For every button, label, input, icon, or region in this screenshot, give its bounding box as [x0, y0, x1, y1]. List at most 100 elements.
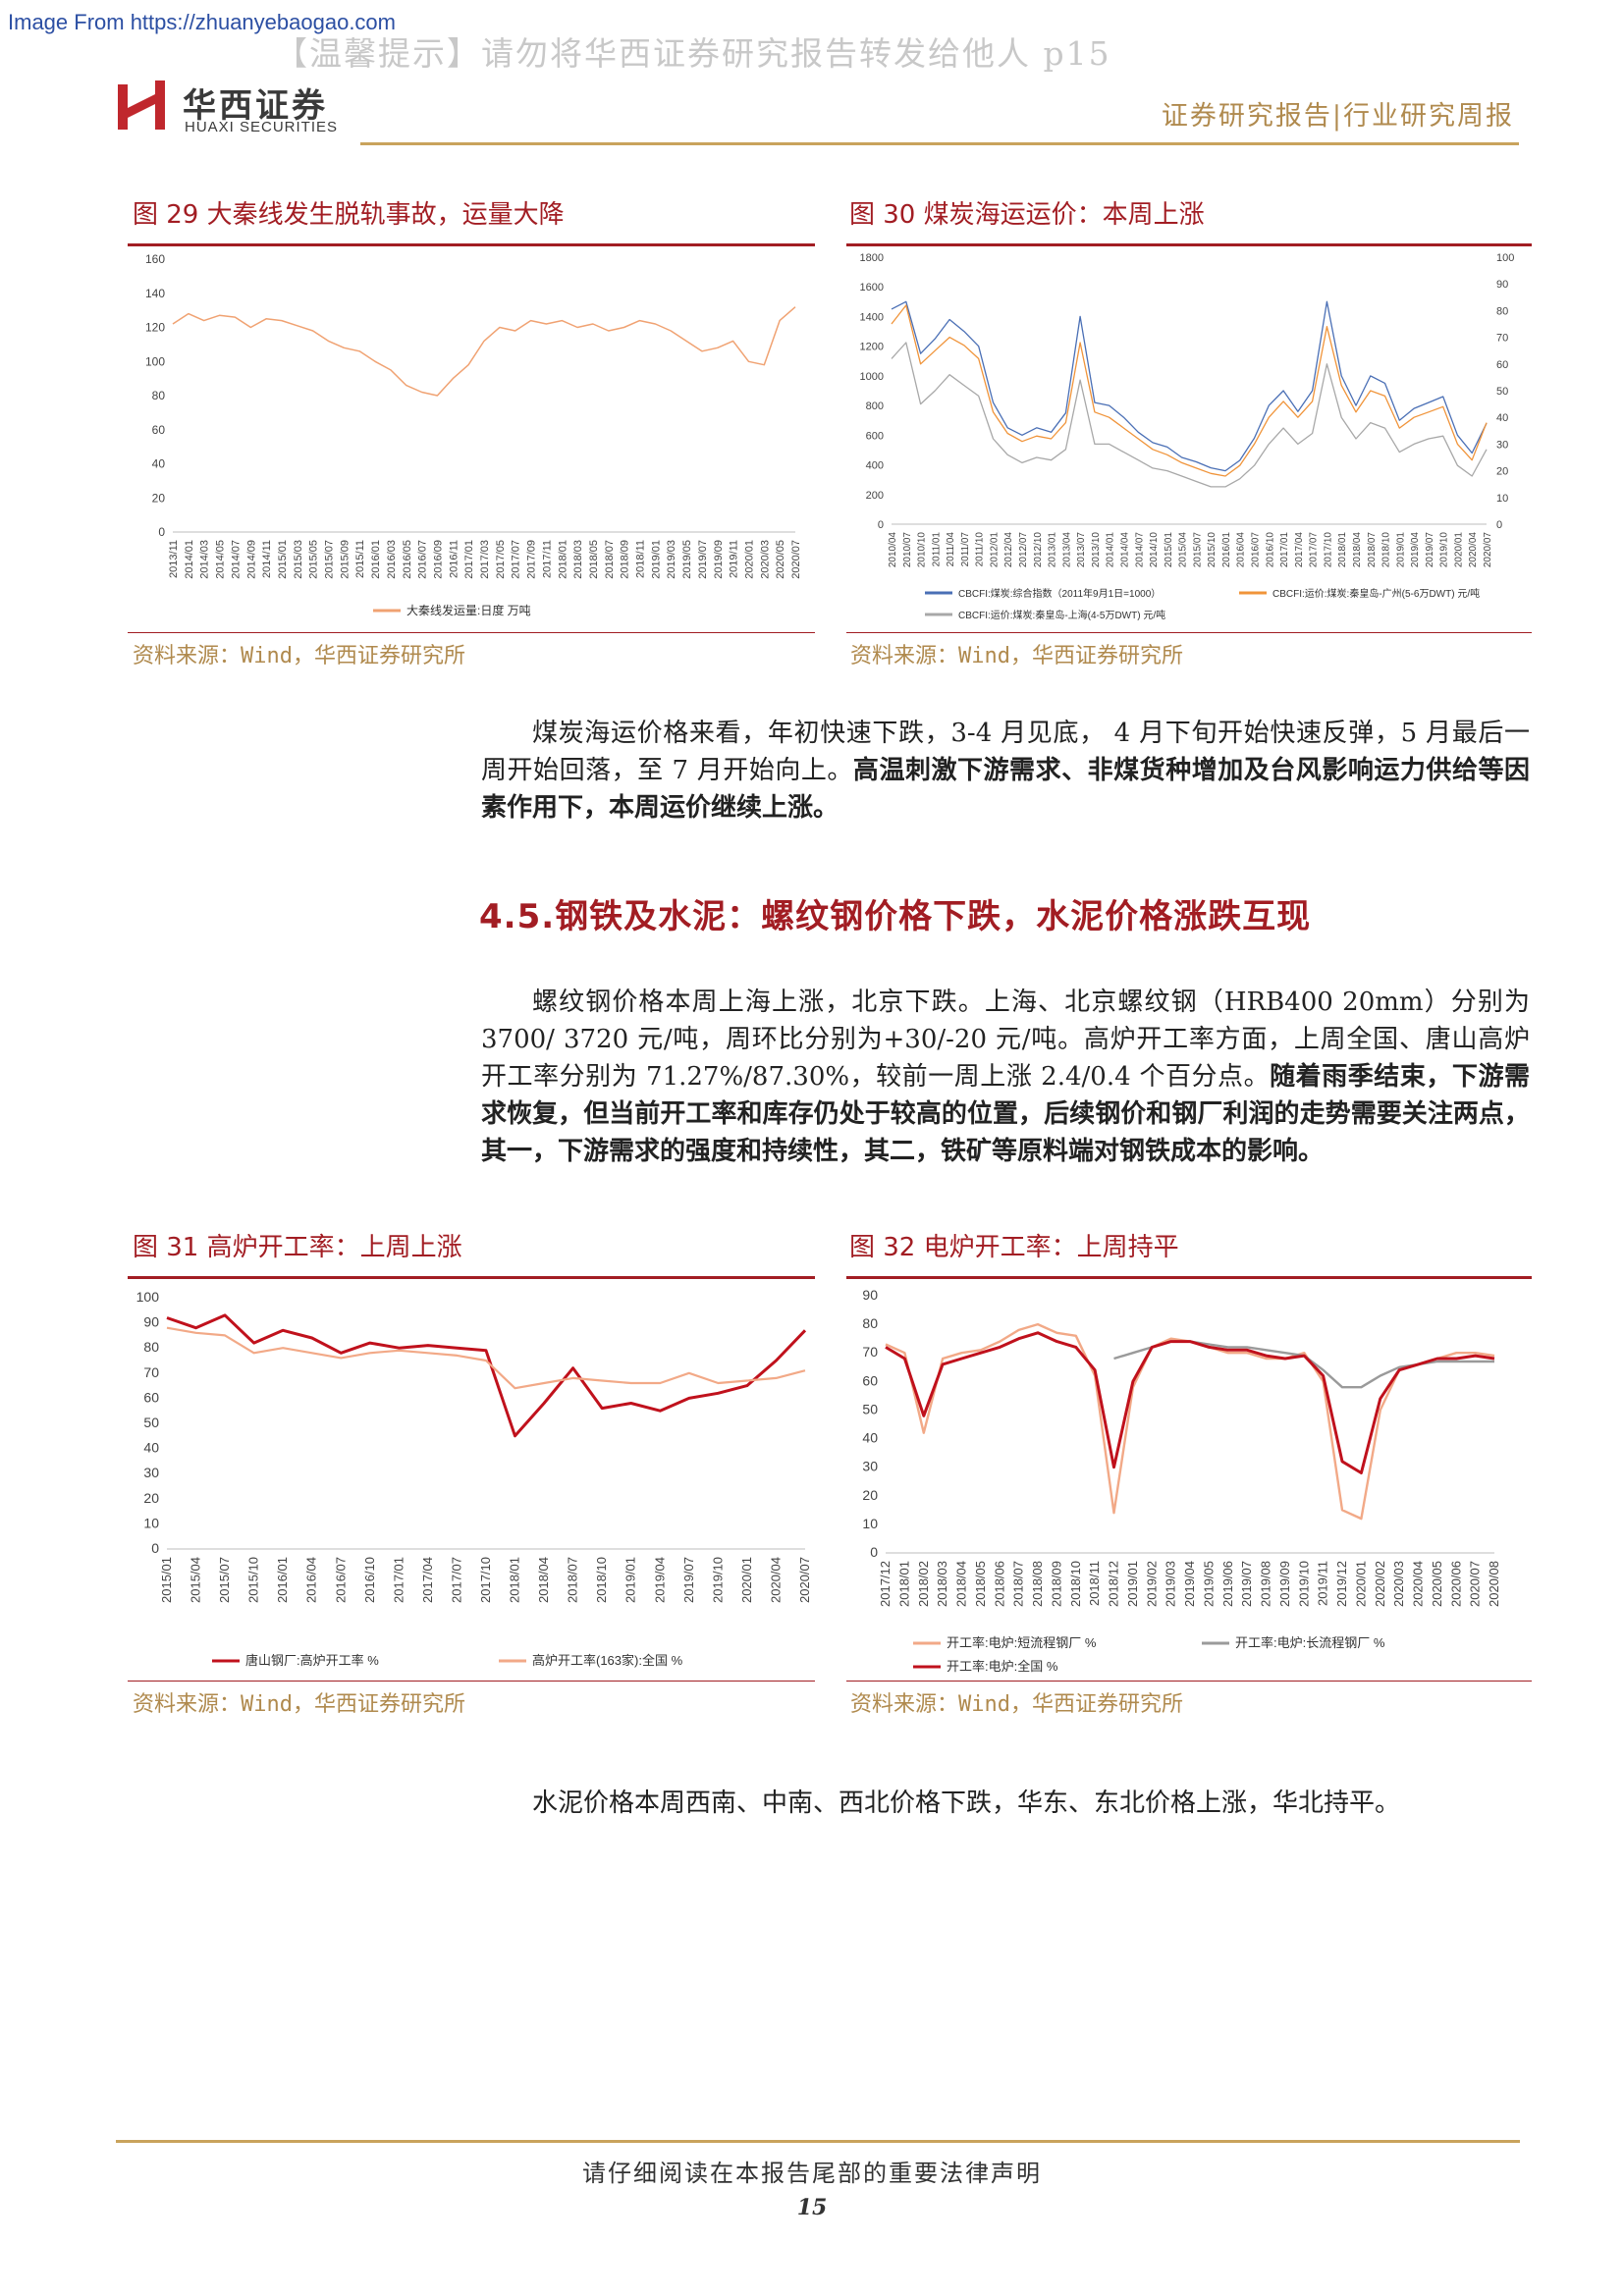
x-tick-label: 2019/05	[1201, 1561, 1216, 1607]
logo-cn: 华西证券	[183, 86, 328, 126]
y2-tick-label: 10	[1496, 493, 1508, 505]
figure-29-bottom-rule	[128, 632, 815, 633]
x-tick-label: 2020/03	[1391, 1561, 1406, 1607]
paragraph-cement: 水泥价格本周西南、中南、西北价格下跌，华东、东北价格上涨，华北持平。	[532, 1789, 1401, 1818]
x-tick-label: 2016/01	[275, 1557, 290, 1603]
paragraph-steel-text: 螺纹钢价格本周上海上涨，北京下跌。上海、北京螺纹钢（HRB400 20mm）分别…	[481, 988, 1530, 1092]
x-tick-label: 2017/07	[1309, 532, 1320, 568]
y-tick-label: 60	[152, 423, 166, 437]
x-tick-label: 2017/01	[463, 540, 475, 579]
report-type: 证券研究报告|行业研究周报	[1161, 101, 1514, 132]
x-tick-label: 2017/01	[391, 1557, 406, 1603]
x-tick-label: 2014/01	[1106, 532, 1116, 568]
y-tick-label: 60	[143, 1389, 159, 1405]
x-tick-label: 2017/09	[526, 540, 538, 579]
y-tick-label: 90	[862, 1287, 878, 1303]
x-tick-label: 2019/12	[1334, 1561, 1349, 1607]
x-tick-label: 2018/01	[557, 540, 568, 579]
x-tick-label: 2020/02	[1373, 1561, 1387, 1607]
y2-tick-label: 40	[1496, 412, 1508, 424]
x-tick-label: 2011/04	[946, 532, 956, 567]
figure-31-source: 资料来源：Wind，华西证券研究所	[133, 1692, 465, 1717]
x-tick-label: 2018/11	[1087, 1561, 1102, 1606]
legend-label: 开工率:电炉:长流程钢厂 %	[1235, 1635, 1385, 1650]
y-tick-label: 50	[862, 1401, 878, 1416]
x-tick-label: 2016/03	[386, 540, 398, 579]
figure-31-bottom-rule	[128, 1681, 815, 1682]
figure-30-bottom-rule	[846, 632, 1532, 633]
x-tick-label: 2013/01	[1048, 532, 1058, 568]
series-line	[166, 1313, 807, 1438]
x-tick-label: 2016/04	[304, 1557, 319, 1603]
figure-32-chart: 0 10 20 30 40 50 60 70 80 90 2017/12 2018/01 2018/02…	[846, 1280, 1532, 1679]
y-tick-label: 200	[866, 490, 884, 502]
x-tick-label: 2016/01	[370, 540, 382, 579]
x-tick-label: 2017/03	[479, 540, 491, 579]
paragraph-steel-highlight: 随着雨季结束，下游需求恢复，但当前开工率和库存仍处于较高的位置，后续钢价和钢厂利…	[481, 1062, 1530, 1166]
x-tick-label: 2015/05	[308, 540, 320, 579]
x-tick-label: 2010/07	[902, 532, 913, 568]
y-tick-label: 80	[862, 1315, 878, 1331]
figure-30-source: 资料来源：Wind，华西证券研究所	[850, 644, 1183, 668]
y-tick-label: 1600	[860, 282, 884, 294]
x-tick-label: 2019/07	[697, 540, 709, 579]
paragraph-coal-freight-text: 煤炭海运价格来看，年初快速下跌，3-4 月见底， 4 月下旬开始快速反弹，5 月…	[481, 719, 1530, 785]
figure-31-chart: 0 10 20 30 40 50 60 70 80 90 100 2015/01 2015/04 2015…	[128, 1280, 815, 1679]
x-tick-label: 2014/07	[230, 540, 242, 579]
x-tick-label: 2018/05	[973, 1561, 988, 1607]
x-tick-label: 2014/01	[184, 540, 195, 579]
x-tick-label: 2018/03	[572, 540, 584, 579]
x-tick-label: 2017/04	[420, 1557, 435, 1603]
section-title-4-5: 4.5.钢铁及水泥：螺纹钢价格下跌，水泥价格涨跌互现	[479, 897, 1312, 936]
x-tick-label: 2019/10	[710, 1557, 725, 1603]
x-tick-label: 2020/01	[739, 1557, 754, 1603]
x-tick-label: 2016/09	[432, 540, 444, 579]
x-tick-label: 2013/04	[1061, 532, 1072, 568]
y2-tick-label: 60	[1496, 359, 1508, 371]
x-tick-label: 2018/09	[1049, 1561, 1063, 1607]
paragraph-steel: 螺纹钢价格本周上海上涨，北京下跌。上海、北京螺纹钢（HRB400 20mm）分别…	[481, 984, 1530, 1170]
x-tick-label: 2016/07	[333, 1557, 348, 1603]
x-tick-label: 2018/11	[635, 540, 647, 578]
x-tick-label: 2018/01	[508, 1557, 522, 1603]
x-tick-label: 2012/01	[989, 532, 1000, 568]
x-tick-label: 2020/01	[1453, 532, 1464, 568]
legend-label: 开工率:电炉:全国 %	[947, 1659, 1058, 1674]
y-tick-label: 100	[136, 1289, 160, 1305]
figure-30-chart: 0 200 400 600 800 1000 1200 1400 1600 1800 0 10 20 30…	[846, 247, 1532, 628]
x-tick-label: 2019/11	[1316, 1561, 1330, 1606]
x-tick-label: 2016/07	[1251, 532, 1262, 568]
y-tick-label: 60	[862, 1372, 878, 1388]
series-line	[891, 304, 1488, 477]
x-tick-label: 2019/05	[681, 540, 693, 579]
y-tick-label: 0	[878, 519, 884, 531]
x-tick-label: 2012/07	[1018, 532, 1029, 568]
figure-32-bottom-rule	[846, 1681, 1532, 1682]
y-tick-label: 30	[143, 1465, 159, 1480]
x-tick-label: 2019/02	[1144, 1561, 1159, 1607]
source-banner[interactable]: Image From https://zhuanyebaogao.com	[8, 10, 396, 34]
x-tick-label: 2020/07	[797, 1557, 812, 1603]
y-tick-label: 100	[145, 354, 165, 368]
y-tick-label: 70	[862, 1344, 878, 1360]
x-tick-label: 2019/03	[666, 540, 677, 579]
y2-tick-label: 50	[1496, 386, 1508, 398]
x-tick-label: 2020/01	[743, 540, 755, 579]
x-tick-label: 2016/01	[1221, 532, 1232, 568]
x-tick-label: 2015/10	[1207, 532, 1218, 568]
x-tick-label: 2015/04	[1178, 532, 1189, 568]
x-tick-label: 2019/09	[1277, 1561, 1292, 1607]
x-tick-label: 2011/01	[931, 532, 942, 567]
x-tick-label: 2014/07	[1134, 532, 1145, 568]
y2-tick-label: 30	[1496, 439, 1508, 451]
footer-legal-notice: 请仔细阅读在本报告尾部的重要法律声明	[582, 2160, 1042, 2187]
x-tick-label: 2019/04	[652, 1557, 667, 1603]
y-tick-label: 40	[862, 1430, 878, 1446]
logo-en: HUAXI SECURITIES	[185, 119, 339, 135]
legend-label: 唐山钢厂:高炉开工率 %	[245, 1653, 379, 1668]
x-tick-label: 2020/06	[1448, 1561, 1463, 1607]
x-tick-label: 2018/09	[620, 540, 631, 579]
x-tick-label: 2014/04	[1119, 532, 1130, 568]
y2-tick-label: 70	[1496, 333, 1508, 345]
y-tick-label: 400	[866, 460, 884, 472]
